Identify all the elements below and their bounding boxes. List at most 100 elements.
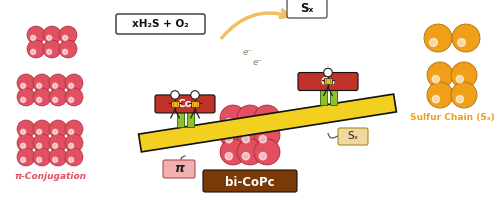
- Circle shape: [225, 119, 232, 126]
- Circle shape: [225, 136, 232, 143]
- Circle shape: [49, 88, 67, 106]
- Circle shape: [52, 143, 58, 148]
- Circle shape: [254, 105, 280, 131]
- Circle shape: [43, 26, 61, 44]
- Bar: [320, 88, 327, 105]
- Bar: [171, 101, 179, 107]
- Circle shape: [68, 129, 73, 134]
- Circle shape: [324, 68, 332, 77]
- Circle shape: [68, 83, 73, 88]
- Circle shape: [33, 134, 51, 152]
- Text: π: π: [174, 163, 184, 176]
- Circle shape: [424, 24, 452, 52]
- Text: Sulfur Chain (Sₓ): Sulfur Chain (Sₓ): [410, 113, 494, 122]
- Circle shape: [254, 122, 280, 148]
- Circle shape: [17, 134, 35, 152]
- Circle shape: [456, 75, 464, 83]
- Circle shape: [33, 148, 51, 166]
- Circle shape: [259, 119, 266, 126]
- Circle shape: [17, 88, 35, 106]
- Circle shape: [52, 83, 58, 88]
- Circle shape: [451, 82, 477, 108]
- Circle shape: [68, 143, 73, 148]
- Circle shape: [49, 148, 67, 166]
- Circle shape: [451, 62, 477, 88]
- Circle shape: [68, 157, 73, 162]
- Circle shape: [49, 74, 67, 92]
- FancyBboxPatch shape: [155, 95, 215, 113]
- Circle shape: [52, 157, 58, 162]
- Circle shape: [20, 97, 25, 102]
- Circle shape: [432, 75, 440, 83]
- Circle shape: [30, 35, 36, 40]
- Circle shape: [59, 26, 77, 44]
- Circle shape: [242, 119, 250, 126]
- Circle shape: [452, 24, 480, 52]
- FancyBboxPatch shape: [163, 160, 195, 178]
- FancyBboxPatch shape: [287, 0, 327, 18]
- Circle shape: [52, 97, 58, 102]
- Circle shape: [43, 40, 61, 58]
- Circle shape: [432, 96, 440, 103]
- Circle shape: [36, 157, 42, 162]
- Bar: [330, 88, 337, 105]
- Circle shape: [259, 136, 266, 143]
- Text: Sₓ: Sₓ: [300, 2, 314, 15]
- FancyArrowPatch shape: [222, 10, 288, 38]
- Text: Co: Co: [178, 99, 192, 109]
- Circle shape: [52, 129, 58, 134]
- Text: Sₓ: Sₓ: [348, 131, 358, 141]
- FancyBboxPatch shape: [116, 14, 205, 34]
- Circle shape: [46, 35, 52, 40]
- Circle shape: [237, 105, 263, 131]
- Circle shape: [17, 74, 35, 92]
- Circle shape: [36, 97, 42, 102]
- Circle shape: [36, 143, 42, 148]
- Polygon shape: [138, 94, 396, 152]
- Circle shape: [65, 88, 83, 106]
- Text: e⁻: e⁻: [243, 47, 253, 57]
- Circle shape: [65, 134, 83, 152]
- Circle shape: [49, 134, 67, 152]
- Circle shape: [191, 91, 199, 99]
- Bar: [187, 111, 194, 127]
- Bar: [177, 111, 184, 127]
- Circle shape: [254, 139, 280, 165]
- Circle shape: [225, 152, 232, 160]
- Circle shape: [427, 82, 453, 108]
- Text: bi-CoPc: bi-CoPc: [225, 176, 275, 189]
- FancyBboxPatch shape: [298, 72, 358, 90]
- Circle shape: [17, 148, 35, 166]
- Circle shape: [220, 122, 246, 148]
- Circle shape: [30, 49, 36, 54]
- Circle shape: [259, 152, 266, 160]
- Circle shape: [456, 96, 464, 103]
- Circle shape: [430, 39, 438, 46]
- Bar: [324, 78, 332, 84]
- Circle shape: [62, 49, 68, 54]
- Circle shape: [49, 120, 67, 138]
- Text: π-Conjugation: π-Conjugation: [14, 172, 86, 181]
- Circle shape: [20, 157, 25, 162]
- Circle shape: [242, 152, 250, 160]
- Circle shape: [20, 83, 25, 88]
- FancyBboxPatch shape: [338, 128, 368, 145]
- Circle shape: [59, 40, 77, 58]
- Circle shape: [17, 120, 35, 138]
- Circle shape: [68, 97, 73, 102]
- Circle shape: [33, 74, 51, 92]
- Text: xH₂S + O₂: xH₂S + O₂: [132, 19, 188, 29]
- Circle shape: [20, 143, 25, 148]
- Circle shape: [36, 129, 42, 134]
- Circle shape: [427, 62, 453, 88]
- Circle shape: [33, 88, 51, 106]
- Circle shape: [242, 136, 250, 143]
- Circle shape: [220, 139, 246, 165]
- Circle shape: [65, 148, 83, 166]
- Text: Co: Co: [320, 76, 336, 86]
- Circle shape: [65, 74, 83, 92]
- Circle shape: [65, 120, 83, 138]
- Circle shape: [62, 35, 68, 40]
- Circle shape: [220, 105, 246, 131]
- FancyBboxPatch shape: [203, 170, 297, 192]
